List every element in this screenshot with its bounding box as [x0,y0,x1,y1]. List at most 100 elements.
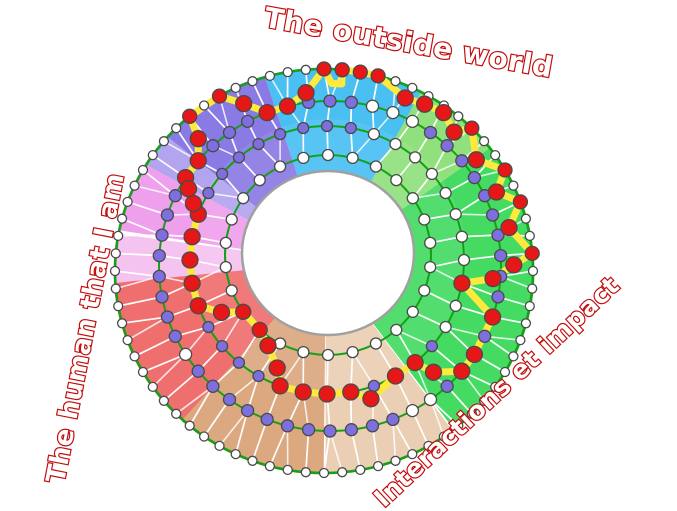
node-ring4-27 [171,408,182,419]
node-ring2-11 [189,297,207,315]
node-ring2-9 [181,251,199,269]
node-ring4-13 [129,180,140,191]
node-ring3-9 [168,189,182,203]
node-ring4-51 [520,318,532,329]
node-ring3-6 [206,139,220,153]
node-ring4-6 [211,88,228,104]
node-ring2-26 [453,274,471,292]
node-ring3-32 [453,362,471,380]
node-ring4-44 [453,420,464,431]
node-ring4-16 [113,230,124,242]
node-ring3-14 [155,290,169,304]
node-ring3-44 [440,139,454,153]
node-ring4-43 [438,431,450,442]
journey-node-3 [396,89,414,107]
node-ring4-62 [478,136,490,147]
node-ring4-68 [390,76,401,87]
journey-node-10 [505,256,523,274]
node-ring2-27 [457,253,471,267]
node-ring4-52 [524,300,535,312]
node-ring3-20 [222,392,237,407]
node-ring4-60 [497,162,513,178]
node-ring1-19 [424,260,437,274]
node-ring3-17 [178,347,193,362]
node-ring3-27 [365,419,380,433]
node-ring3-33 [465,345,484,364]
node-ring3-48 [365,99,380,113]
sector-blue [264,67,425,262]
node-ring2-16 [271,377,289,395]
node-ring3-34 [478,329,492,343]
wheel-layers [109,61,540,479]
node-ring1-18 [418,284,431,297]
node-ring4-29 [198,431,210,442]
node-ring1-6 [219,236,232,250]
node-ring3-13 [152,269,166,284]
node-ring2-20 [367,379,381,393]
node-ring4-26 [158,395,170,406]
node-ring1-2 [273,160,287,173]
node-ring2-8 [183,228,201,246]
node-ring1-7 [219,260,232,274]
node-ring4-0 [316,61,332,77]
node-ring3-15 [160,310,175,324]
node-ring3-7 [189,152,207,170]
sector-light-pink [113,233,326,287]
node-ring4-46 [478,395,490,406]
node-ring1-25 [346,151,359,165]
node-ring2-4 [232,151,246,164]
nodes [109,61,540,479]
node-ring4-49 [508,351,519,362]
journey-node-6 [445,123,463,141]
node-ring2-22 [406,353,424,372]
node-ring1-17 [406,305,419,318]
journey-node-14 [268,359,286,377]
node-ring4-35 [300,467,311,478]
node-ring4-15 [116,213,128,224]
node-ring1-12 [297,345,310,359]
journey-node-16 [212,303,231,322]
node-ring4-8 [182,108,198,124]
node-ring4-53 [527,283,538,294]
label-human-that-i-am: The human that I am [41,171,131,486]
node-ring2-24 [439,320,452,334]
node-ring1-4 [237,192,250,205]
node-ring4-30 [214,440,225,452]
node-ring3-49 [344,95,359,109]
node-ring4-71 [334,62,350,78]
journey-node-0 [189,130,207,148]
node-ring3-21 [240,403,255,418]
node-ring4-5 [230,82,241,94]
node-ring3-12 [152,248,166,263]
node-ring1-22 [406,192,419,205]
node-ring3-28 [386,412,400,427]
node-ring2-34 [367,127,381,141]
center-hole [240,169,416,337]
node-ring4-58 [512,194,529,210]
node-ring1-14 [346,345,359,359]
node-ring4-3 [264,70,276,82]
node-ring2-5 [215,167,229,181]
node-ring2-29 [449,208,462,221]
node-ring3-16 [168,329,182,343]
node-ring4-18 [109,265,121,277]
node-ring2-10 [183,274,201,292]
node-ring4-10 [158,136,170,147]
node-ring4-67 [407,82,418,94]
node-ring4-31 [230,448,241,460]
journey-node-4 [415,95,434,113]
node-ring4-11 [147,149,158,161]
journey-node-8 [487,183,506,201]
node-ring4-24 [137,366,149,378]
node-ring4-7 [198,100,210,111]
node-ring4-12 [137,164,149,176]
node-ring3-4 [240,114,255,129]
node-ring1-24 [369,160,383,173]
node-ring4-14 [122,196,133,208]
node-ring1-16 [390,323,403,337]
node-ring3-31 [440,379,454,393]
node-ring4-70 [352,64,368,80]
node-ring4-38 [355,464,366,476]
journey-node-17 [184,194,203,213]
